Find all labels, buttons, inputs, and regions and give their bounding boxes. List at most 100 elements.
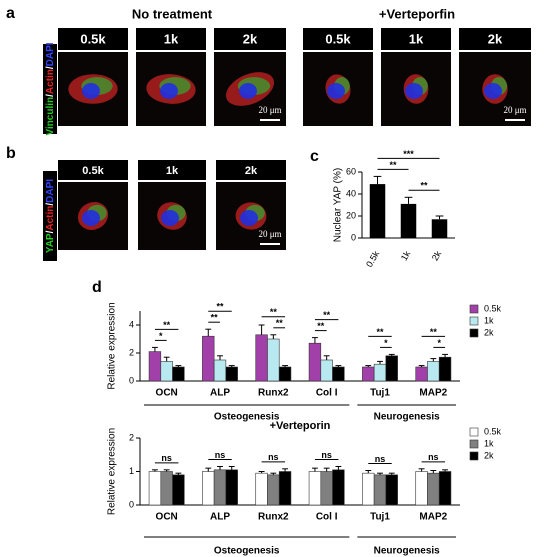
bar [438, 471, 452, 506]
x-tick-label: Col I [316, 512, 338, 523]
legend-label: 2k [484, 327, 494, 337]
column-header-bg [459, 28, 531, 50]
group-title: +Verteporfin [379, 6, 455, 21]
x-tick-label: Runx2 [258, 388, 289, 399]
bar [278, 471, 292, 506]
group-title: No treatment [132, 6, 213, 21]
x-tick-label: 0.5k [364, 249, 381, 269]
significance-label: * [384, 338, 388, 348]
nucleus [327, 83, 345, 99]
scale-bar-label: 20 μm [258, 105, 281, 115]
y-tick-label: 0 [129, 499, 134, 509]
bar [415, 471, 428, 506]
bar [427, 361, 440, 382]
group-label: Osteogenesis [214, 546, 280, 557]
column-header: 1k [166, 165, 179, 177]
bar [373, 363, 387, 382]
significance-label: ns [375, 454, 386, 464]
stain-label: Vinculin/Actin/DAPI [45, 42, 56, 135]
chart-title: +Verteporin [270, 420, 331, 432]
bar [373, 474, 387, 506]
panel-label: d [92, 279, 102, 296]
panel-label: a [6, 5, 15, 22]
column-header-bg [136, 28, 206, 50]
bar [172, 366, 185, 382]
nucleus [484, 83, 502, 99]
column-header: 1k [409, 31, 424, 46]
x-tick-label: Tuj1 [370, 388, 390, 399]
stain-part: DAPI [45, 42, 56, 66]
legend-label: 2k [484, 450, 494, 460]
column-header: 2k [245, 165, 258, 177]
y-axis-label: Relative expression [107, 302, 118, 389]
y-tick-label: 1 [129, 466, 134, 476]
bar [160, 361, 173, 382]
x-tick-label: OCN [156, 512, 178, 523]
stain-part: DAPI [45, 179, 56, 203]
bar [148, 351, 162, 382]
y-tick-label: 0 [351, 232, 356, 242]
bar [369, 184, 386, 238]
nucleus [161, 210, 179, 226]
legend-swatch [469, 451, 479, 461]
significance-label: ** [389, 160, 397, 170]
significance-label: ** [323, 310, 331, 320]
x-tick-label: Col I [316, 388, 338, 399]
bar [148, 471, 162, 506]
significance-label: ns [268, 452, 279, 462]
column-header: 0.5k [80, 31, 106, 46]
significance-label: ** [317, 321, 325, 331]
column-header: 2k [243, 31, 258, 46]
bar [320, 471, 333, 506]
legend-label: 0.5k [484, 303, 502, 313]
group-label: Osteogenesis [214, 412, 280, 423]
bar [431, 219, 448, 238]
bar [427, 472, 440, 506]
x-tick-label: OCN [156, 388, 178, 399]
legend-label: 0.5k [484, 426, 502, 436]
stain-part: YAP [45, 233, 56, 253]
x-tick-label: MAP2 [419, 388, 447, 399]
x-tick-label: 2k [430, 249, 444, 263]
y-tick-label: 4 [129, 319, 134, 329]
nucleus [82, 210, 100, 226]
legend-swatch [469, 439, 479, 449]
panel-label: b [6, 145, 16, 162]
stain-part: / [45, 94, 56, 97]
y-tick-label: 2 [129, 347, 134, 357]
significance-label: ns [321, 450, 332, 460]
significance-label: ** [420, 181, 428, 191]
bar [415, 366, 428, 382]
bar [385, 474, 398, 506]
bar [267, 474, 280, 506]
scale-bar-label: 20 μm [258, 229, 281, 239]
significance-label: ns [428, 452, 439, 462]
x-tick-label: Tuj1 [370, 512, 390, 523]
bar [213, 359, 227, 382]
stain-label-bg [43, 171, 57, 261]
x-tick-label: ALP [210, 512, 230, 523]
bar [202, 471, 215, 506]
column-header-bg [381, 28, 451, 50]
bar [320, 359, 333, 382]
y-tick-label: 0 [129, 375, 134, 385]
column-header-bg [303, 28, 373, 50]
group-label: Neurogenesis [374, 412, 441, 423]
column-header-bg [58, 160, 128, 180]
bar [255, 334, 268, 382]
x-tick-label: Runx2 [258, 512, 289, 523]
stain-part: / [45, 66, 56, 69]
significance-label: ** [376, 327, 384, 337]
bar [225, 366, 238, 382]
stain-part: Actin [45, 206, 56, 231]
y-axis-label: Nuclear YAP (%) [333, 168, 344, 242]
significance-label: ** [270, 307, 278, 317]
column-header-bg [138, 160, 206, 180]
bar [202, 335, 215, 382]
y-tick-label: 40 [346, 188, 356, 198]
legend-swatch [469, 316, 479, 326]
y-tick-label: 60 [346, 166, 356, 176]
bar [362, 366, 375, 382]
